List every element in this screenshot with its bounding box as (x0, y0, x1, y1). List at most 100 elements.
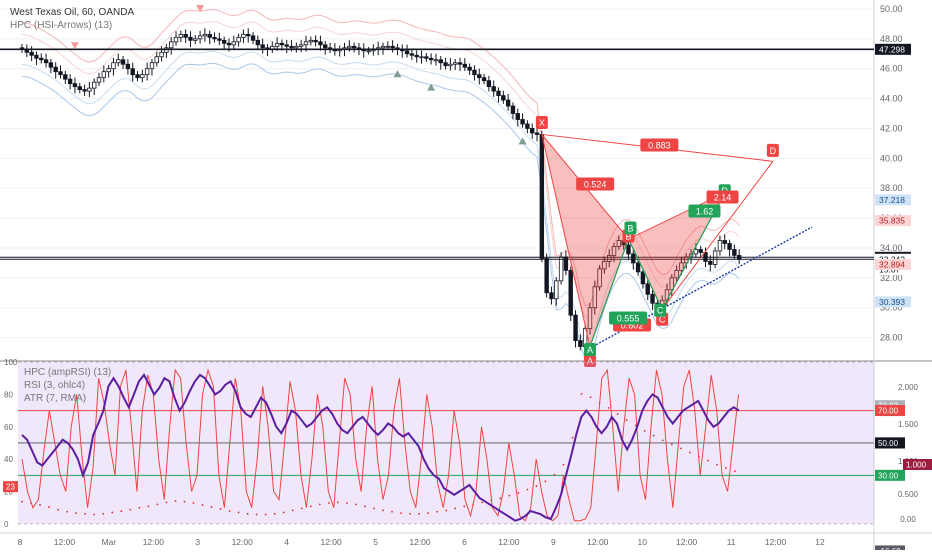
candle (144, 62, 150, 81)
candle-up (303, 41, 309, 46)
candle (231, 35, 236, 49)
candle (520, 113, 525, 128)
arrow-up-icon (393, 70, 402, 78)
candle (154, 51, 159, 67)
candle-up (197, 35, 203, 40)
indicator-legend-rsi[interactable]: RSI (3, ohlc4) (24, 380, 86, 391)
candle (48, 59, 54, 74)
candle-down (82, 89, 87, 92)
candle (530, 123, 535, 139)
candle-down (530, 128, 535, 134)
atr-dot (129, 508, 132, 511)
candle (645, 278, 650, 301)
indicator-legend-amprsi[interactable]: HPC (ampRSI) (13) (24, 367, 112, 378)
atr-dot (120, 510, 123, 513)
indicator-legend-hsi[interactable]: HPC (HSI-Arrows) (13) (10, 20, 113, 31)
atr-dot (643, 430, 646, 432)
atr-dot (364, 505, 366, 508)
atr-dot (165, 501, 168, 504)
candle-up (611, 246, 617, 256)
atr-dot (427, 512, 430, 515)
candle (130, 62, 135, 82)
candle (193, 35, 198, 45)
pattern-label-bg (583, 343, 596, 357)
candle-down (351, 45, 357, 49)
candle-down (221, 39, 227, 44)
time-tick-label: 8 (18, 537, 23, 547)
sub-badge-text: 70.00 (878, 407, 899, 416)
atr-dot (625, 419, 628, 422)
sub-left-axis: 10080604020023 (3, 358, 18, 529)
candle-down (207, 33, 212, 38)
candle-up (154, 56, 159, 64)
pattern-label-bg (624, 221, 637, 235)
pattern-label-text: 2.14 (714, 193, 732, 203)
atr-dot (571, 436, 574, 439)
candle-up (693, 249, 699, 255)
candle-up (558, 256, 564, 282)
candle-down (525, 123, 530, 129)
price-badge: 35.835 (875, 215, 911, 227)
atr-dot (273, 512, 276, 515)
atr-dot (445, 509, 448, 512)
time-tick-label: 4 (284, 537, 289, 547)
atr-dot (183, 500, 186, 503)
sub-legend: HPC (ampRSI) (13) RSI (3, ohlc4) ATR (7,… (24, 366, 111, 405)
price-badge: 47.298 (875, 43, 911, 55)
time-tick-label: 3 (195, 537, 200, 547)
candle (650, 288, 655, 311)
candle-up (274, 42, 280, 47)
candle (390, 40, 395, 53)
candle-up (380, 45, 386, 49)
candle-up (554, 280, 559, 300)
atr-dot (309, 505, 312, 508)
candle-up (616, 240, 622, 247)
candle (294, 42, 299, 53)
candle-down (462, 63, 468, 68)
candle-down (390, 45, 395, 49)
candle-down (120, 59, 126, 65)
candle (568, 266, 573, 322)
candle (96, 72, 102, 86)
candle (496, 87, 501, 103)
candle (491, 80, 496, 97)
candle-down (414, 54, 419, 58)
candle (183, 29, 188, 44)
price-tick-label: 44.00 (880, 94, 903, 104)
candle-down (573, 314, 578, 341)
price-badge-bg (875, 43, 911, 55)
time-tick-label: 12:00 (54, 537, 76, 547)
candle-up (674, 269, 679, 279)
candle (87, 82, 92, 97)
atr-dot (318, 503, 321, 506)
chart-title[interactable]: West Texas Oil, 60, OANDA (10, 7, 135, 18)
candle-down (43, 59, 49, 64)
atr-dot (517, 492, 520, 494)
indicator-legend-atr[interactable]: ATR (7, RMA) (24, 393, 87, 404)
atr-dot (634, 424, 637, 427)
candle (53, 62, 58, 79)
sub-tick-label: 0 (4, 520, 9, 529)
atr-dot (93, 513, 96, 516)
left-badge-bg (3, 481, 18, 493)
time-tick-label: 6 (462, 537, 467, 547)
candle-down (255, 39, 261, 46)
candle-down (443, 62, 448, 67)
candle (169, 36, 174, 55)
candle-down (39, 57, 44, 61)
pattern-label: B (624, 221, 637, 235)
candle-down (279, 42, 285, 46)
candle (221, 36, 227, 50)
candle (448, 58, 453, 71)
candle-up (140, 74, 145, 79)
pattern-label-text: 0.555 (617, 314, 640, 324)
candle (467, 63, 472, 75)
price-tick-label: 42.00 (880, 123, 903, 133)
pattern-label-bg (688, 204, 721, 218)
candle (34, 51, 39, 66)
candle (101, 65, 107, 83)
candle-down (72, 83, 78, 88)
candle (409, 50, 415, 61)
sub-badge-bg (875, 437, 905, 449)
